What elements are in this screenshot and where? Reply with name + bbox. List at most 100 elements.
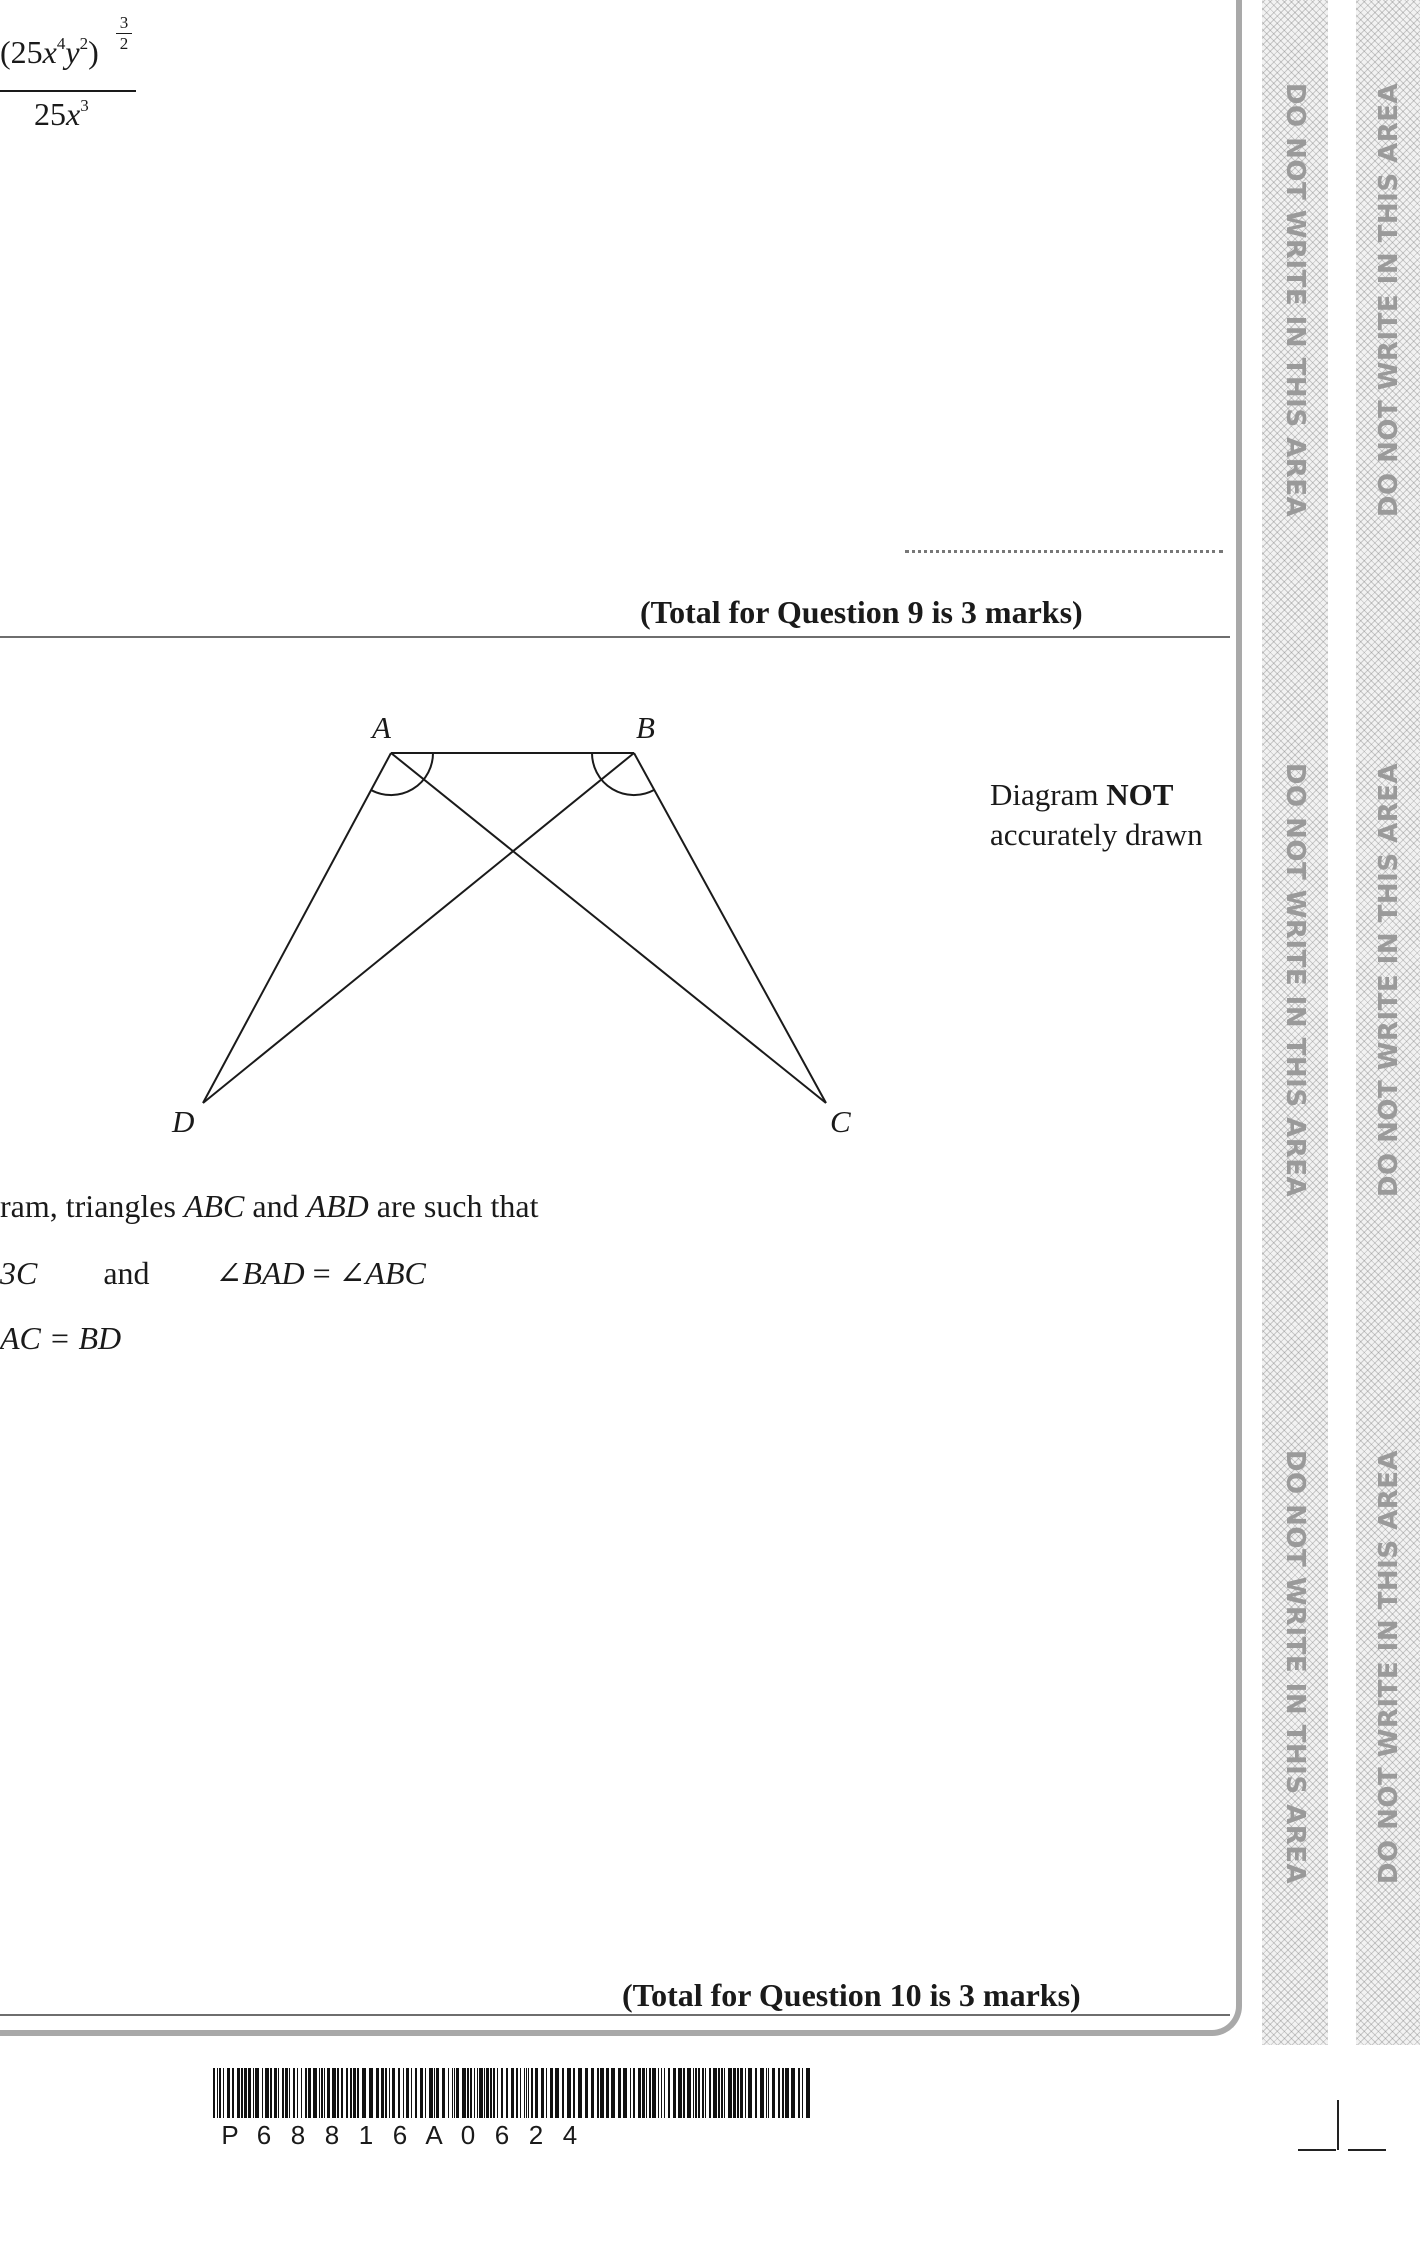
barcode-bar [350,2068,352,2118]
barcode-bar [693,2068,694,2118]
barcode-bar [497,2068,498,2118]
barcode-bar [591,2068,594,2118]
barcode-bar [562,2068,564,2118]
barcode-bar [436,2068,439,2118]
barcode-bar [467,2068,469,2118]
q10-divider [0,2014,1230,2016]
barcode-bar [270,2068,272,2118]
barcode-bar [798,2068,800,2118]
q9-fraction-bar [0,90,136,92]
barcode-bar [403,2068,404,2118]
barcode-bar [289,2068,290,2118]
barcode-bar [337,2068,339,2118]
barcode-bar [253,2068,254,2118]
barcode-bar [638,2068,641,2118]
barcode-bar [305,2068,307,2118]
barcode-bar [332,2068,336,2118]
barcode-bar [709,2068,711,2118]
q10-diagram: A B D C [171,710,851,1139]
barcode-bar [479,2068,483,2118]
barcode-bar [733,2068,736,2118]
barcode-bar [695,2068,697,2118]
barcode-bar [597,2068,599,2118]
barcode-bar [728,2068,732,2118]
barcode-bar [376,2068,379,2118]
barcode-bar [278,2068,279,2118]
barcode-bar [713,2068,717,2118]
barcode-bar [474,2068,475,2118]
segment-bd [202,752,635,1104]
barcode-bar [232,2068,234,2118]
barcode-bar [285,2068,288,2118]
barcode-bar [740,2068,743,2118]
barcode-bar [411,2068,412,2118]
barcode-bar [301,2068,302,2118]
barcode-bar [573,2068,575,2118]
barcode-bar [698,2068,700,2118]
barcode-bar [486,2068,489,2118]
barcode-bar [484,2068,485,2118]
barcode-bar [737,2068,739,2118]
barcode-bar [516,2068,518,2118]
barcode-bar [217,2068,218,2118]
barcode-bar [353,2068,356,2118]
barcode-bar [324,2068,325,2118]
barcode-bar [227,2068,230,2118]
barcode-bar [274,2068,277,2118]
barcode-bar [297,2068,298,2118]
label-d: D [171,1104,194,1139]
barcode-bar [362,2068,366,2118]
barcode-bar [313,2068,317,2118]
barcode-bar [778,2068,780,2118]
barcode-bar [442,2068,445,2118]
q9-expression: (25x4y2) 3 2 25x3 [0,14,140,132]
q10-total-marks: (Total for Question 10 is 3 marks) [622,1977,1081,2013]
corner-mark [1298,2100,1386,2151]
barcode-bar [687,2068,691,2118]
barcode-bar [456,2068,459,2118]
margin-warning: DO NOT WRITE IN THIS AREA [1280,1449,1310,1885]
barcode-bar [578,2068,582,2118]
barcode-bar [600,2068,604,2118]
barcode-bar [585,2068,588,2118]
barcode-bar [618,2068,621,2118]
q10-statement: ram, triangles ABC and ABD are such that [0,1188,539,1224]
q9-answer-line[interactable] [905,550,1223,553]
segment-bc [633,752,827,1104]
barcode-bar [646,2068,647,2118]
page-frame [0,0,1242,2036]
barcode-bar [683,2068,685,2118]
label-a: A [370,710,392,745]
barcode-bar [406,2068,409,2118]
barcode-bar [381,2068,384,2118]
barcode-bar [678,2068,682,2118]
margin-strip-right: DO NOT WRITE IN THIS AREA DO NOT WRITE I… [1356,0,1420,2045]
barcode-bar [550,2068,553,2118]
barcode-bar [526,2068,527,2118]
barcode-bar [398,2068,400,2118]
margin-strip-left: DO NOT WRITE IN THIS AREA DO NOT WRITE I… [1262,0,1328,2045]
barcode-bar [664,2068,665,2118]
barcode-bar [668,2068,670,2118]
barcode-bar [535,2068,538,2118]
barcode-bar [369,2068,373,2118]
barcode-bar [248,2068,251,2118]
barcode-bar [718,2068,720,2118]
barcode-bar [293,2068,295,2118]
barcode-bar [766,2068,767,2118]
barcode-bar [470,2068,472,2118]
barcode-bar [454,2068,455,2118]
barcode-bar [768,2068,769,2118]
barcode-bar [661,2068,662,2118]
barcode-bar [760,2068,764,2118]
barcode-bar [702,2068,704,2118]
barcode-bar [745,2068,746,2118]
segment-ad [202,752,392,1104]
barcode-bar [490,2068,492,2118]
barcode-bar [642,2068,645,2118]
barcode-bar [493,2068,495,2118]
q10-prove: AC = BD [0,1320,122,1356]
diagram-note: Diagram NOT accurately drawn [990,777,1203,852]
barcode-bar [506,2068,508,2118]
barcode-bar [265,2068,269,2118]
